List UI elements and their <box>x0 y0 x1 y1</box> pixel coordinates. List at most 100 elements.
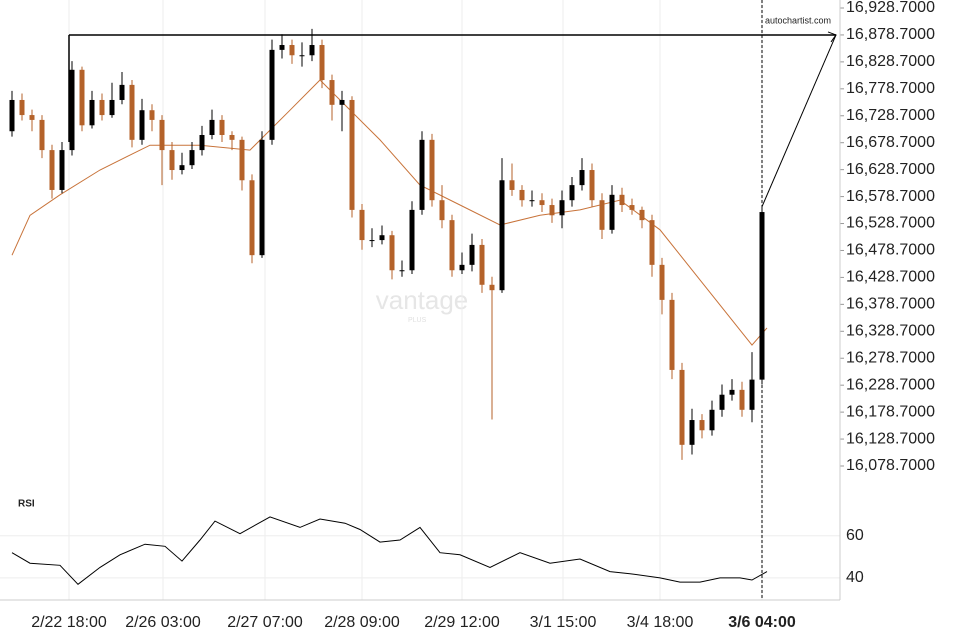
candle-body <box>239 139 245 181</box>
candle-body <box>499 180 505 291</box>
candle-body <box>289 45 295 56</box>
candle-body <box>649 220 655 265</box>
candle-body <box>619 194 625 206</box>
candle-body <box>29 115 35 120</box>
annotation: autochartist.com <box>765 15 831 25</box>
candle-body <box>9 99 15 132</box>
projection-arrow <box>827 31 837 43</box>
candle-body <box>249 180 255 256</box>
y-tick-label: 16,628.7000 <box>846 161 935 178</box>
candle-body <box>59 150 65 190</box>
y-tick-label: 16,078.7000 <box>846 457 935 474</box>
candle-body <box>269 49 275 140</box>
x-tick-label: 2/22 18:00 <box>31 614 107 631</box>
candle-body <box>579 170 585 186</box>
candle-body <box>409 209 415 271</box>
candle-body <box>399 270 405 272</box>
candle-body <box>309 45 315 56</box>
candle-body <box>719 394 725 410</box>
candle-body <box>659 264 665 300</box>
candle-body <box>749 379 755 410</box>
candle-body <box>99 99 105 116</box>
candle-body <box>209 119 215 136</box>
candle-body <box>559 200 565 216</box>
x-tick-label: 3/6 04:00 <box>728 614 796 631</box>
candle-body <box>199 135 205 151</box>
candle-body <box>709 409 715 431</box>
y-tick-label: 16,478.7000 <box>846 242 935 259</box>
candle-body <box>129 84 135 140</box>
candle-body <box>349 99 355 210</box>
candle-body <box>139 110 145 140</box>
candle-body <box>699 420 705 431</box>
candle-body <box>319 45 325 81</box>
candle-body <box>449 220 455 271</box>
candle-body <box>49 150 55 190</box>
candle-body <box>169 150 175 171</box>
y-tick-label: 16,878.7000 <box>846 26 935 43</box>
x-tick-label: 3/4 18:00 <box>627 614 694 631</box>
x-tick-label: 2/28 09:00 <box>324 614 400 631</box>
candle-body <box>379 235 385 241</box>
candle-body <box>469 244 475 265</box>
projection-line <box>761 34 837 207</box>
y-tick-label: 16,778.7000 <box>846 80 935 97</box>
candle-body <box>109 99 115 116</box>
candle-body <box>549 205 555 216</box>
candle-body <box>689 420 695 445</box>
y-tick-label: 16,328.7000 <box>846 323 935 340</box>
y-tick-label: 16,428.7000 <box>846 269 935 286</box>
candle-body <box>669 299 675 370</box>
candle-body <box>149 110 155 120</box>
candle-body <box>219 119 225 136</box>
x-tick-label: 2/29 12:00 <box>424 614 500 631</box>
candle-body <box>519 189 525 201</box>
candle-body <box>329 80 335 105</box>
candle-body <box>729 389 735 395</box>
candle-body <box>539 200 545 206</box>
rsi-tick-label: 60 <box>846 527 864 544</box>
candle-body <box>509 180 515 190</box>
candle-body <box>439 200 445 221</box>
rsi-tick-label: 40 <box>846 569 864 586</box>
y-tick-label: 16,578.7000 <box>846 188 935 205</box>
candle-body <box>189 150 195 166</box>
candle-body <box>529 200 535 202</box>
x-tick-label: 2/27 07:00 <box>227 614 303 631</box>
y-tick-label: 16,678.7000 <box>846 134 935 151</box>
y-tick-label: 16,528.7000 <box>846 215 935 232</box>
y-tick-label: 16,728.7000 <box>846 107 935 124</box>
candle-body <box>359 209 365 241</box>
rsi-line <box>11 516 768 585</box>
candle-body <box>39 119 45 151</box>
watermark: vantage <box>376 285 469 315</box>
candle-body <box>89 99 95 126</box>
candle-body <box>679 369 685 445</box>
candle-body <box>569 185 575 201</box>
x-tick-label: 3/1 15:00 <box>530 614 597 631</box>
candle-body <box>259 139 265 256</box>
y-tick-label: 16,278.7000 <box>846 349 935 366</box>
candle-body <box>629 205 635 210</box>
candle-body <box>279 45 285 50</box>
candle-body <box>79 69 85 126</box>
rsi-title: RSI <box>18 499 35 510</box>
x-tick-label: 2/26 03:00 <box>125 614 201 631</box>
candle-body <box>119 84 125 100</box>
y-tick-label: 16,928.7000 <box>846 0 935 16</box>
candle-body <box>369 240 375 242</box>
candle-body <box>429 139 435 201</box>
y-tick-label: 16,178.7000 <box>846 403 935 420</box>
candle-body <box>389 235 395 271</box>
candle-body <box>419 139 425 210</box>
y-tick-label: 16,378.7000 <box>846 296 935 313</box>
candle-body <box>179 165 185 171</box>
candle-body <box>459 264 465 271</box>
candle-body <box>69 69 75 151</box>
candle-body <box>759 212 765 380</box>
y-tick-label: 16,828.7000 <box>846 53 935 70</box>
candle-body <box>159 119 165 151</box>
candle-body <box>299 55 305 57</box>
candle-body <box>599 200 605 230</box>
